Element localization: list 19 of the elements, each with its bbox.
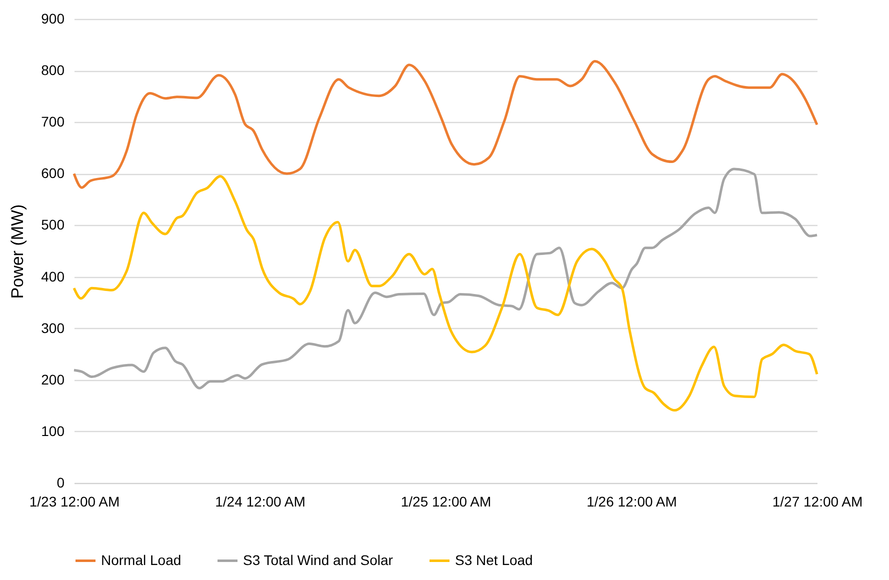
y-tick-label: 900 bbox=[41, 10, 65, 26]
y-tick-label: 300 bbox=[41, 320, 65, 336]
y-tick-label: 600 bbox=[41, 165, 65, 182]
x-tick-label: 1/26 12:00 AM bbox=[586, 494, 677, 510]
y-tick-label: 500 bbox=[41, 216, 65, 233]
legend-label: S3 Total Wind and Solar bbox=[243, 552, 394, 568]
y-tick-label: 100 bbox=[41, 422, 65, 439]
y-tick-label: 800 bbox=[41, 62, 65, 78]
y-tick-label: 400 bbox=[41, 268, 65, 284]
x-tick-label: 1/24 12:00 AM bbox=[215, 494, 306, 510]
x-tick-label: 1/23 12:00 AM bbox=[29, 494, 120, 510]
legend-label: Normal Load bbox=[101, 552, 182, 568]
legend-label: S3 Net Load bbox=[455, 552, 533, 568]
y-tick-label: 700 bbox=[41, 114, 65, 130]
x-tick-label: 1/25 12:00 AM bbox=[400, 494, 492, 510]
y-axis-title: Power (MW) bbox=[8, 204, 28, 299]
y-tick-label: 0 bbox=[56, 474, 65, 490]
y-tick-label: 200 bbox=[41, 371, 65, 388]
x-tick-label: 1/27 12:00 AM bbox=[772, 494, 863, 510]
